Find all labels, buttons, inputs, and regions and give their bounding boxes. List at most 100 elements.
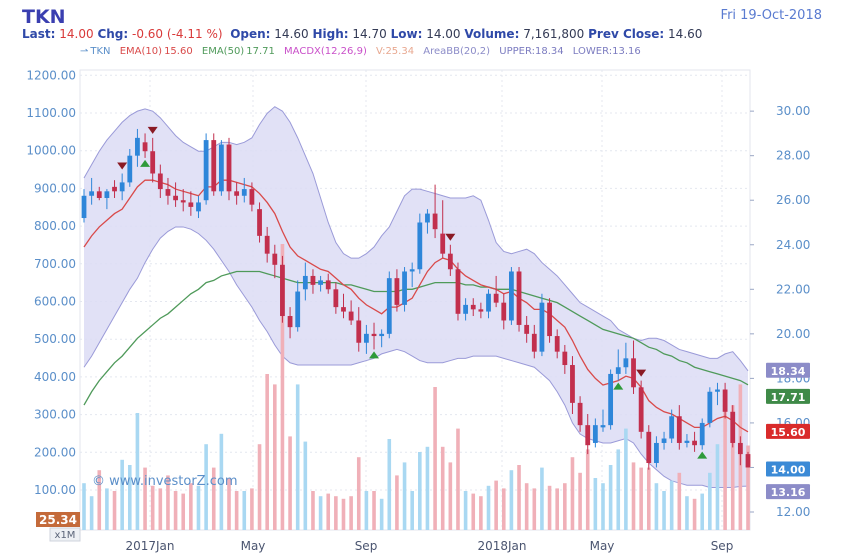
candle-body <box>241 189 247 196</box>
x-axis-label: 2018Jan <box>477 539 526 553</box>
candle <box>676 405 682 450</box>
volume-bar <box>295 384 300 530</box>
volume-bar <box>509 470 514 530</box>
candle <box>585 414 591 455</box>
volume-bar <box>82 483 86 530</box>
candle-body <box>180 200 186 203</box>
candle-body <box>524 324 530 334</box>
volume-bar <box>479 496 483 530</box>
candle-body <box>425 213 430 223</box>
volume-bar <box>570 457 575 530</box>
candle <box>272 244 278 279</box>
volume-bar <box>318 496 323 530</box>
candle-body <box>592 425 598 443</box>
candle-body <box>363 333 369 343</box>
candle-body <box>188 202 194 207</box>
candle-body <box>402 271 407 305</box>
volume-bar <box>127 465 132 530</box>
volume-bar <box>379 498 384 530</box>
candle <box>157 164 163 198</box>
candle <box>447 244 453 276</box>
candle-body <box>341 307 346 312</box>
volume-bar <box>532 488 537 530</box>
left-axis-label: 900.00 <box>34 181 76 195</box>
candle <box>707 387 713 428</box>
volume-bar <box>97 470 102 530</box>
sell-signal-icon <box>636 369 647 377</box>
candle-body <box>730 411 736 443</box>
candle-body <box>333 289 339 308</box>
volume-bar <box>257 444 262 530</box>
candle-body <box>486 293 491 312</box>
volume-bar <box>654 483 659 530</box>
volume-bar <box>402 462 407 530</box>
volume-badge-bg <box>36 512 80 527</box>
left-axis-label: 600.00 <box>34 295 76 309</box>
candle-body <box>135 137 140 156</box>
volume-bar <box>624 428 628 530</box>
candle <box>165 177 171 205</box>
candle-body <box>547 302 552 337</box>
candle <box>592 418 598 448</box>
candle <box>280 255 285 323</box>
volume-bar <box>166 475 170 530</box>
candle <box>501 293 507 330</box>
candle <box>234 182 240 205</box>
candle <box>615 349 621 381</box>
legend-ema50-label: EMA(50) <box>201 46 245 57</box>
volume-bar <box>173 491 178 530</box>
open-value: 14.60 <box>274 27 309 41</box>
right-axis-label: 28.00 <box>776 149 810 163</box>
ema10-line <box>83 179 749 433</box>
volume-bar <box>685 496 689 530</box>
candle-body <box>157 173 163 190</box>
candle <box>432 184 438 239</box>
volume-bar <box>326 493 331 530</box>
candle-body <box>394 278 400 305</box>
volume-bar <box>639 467 643 530</box>
volume-value: 7,161,800 <box>523 27 585 41</box>
buy-signal-icon <box>140 159 151 167</box>
volume-bar <box>715 444 720 530</box>
candle-body <box>455 269 461 314</box>
candle-body <box>692 440 697 446</box>
candle-body <box>737 442 743 455</box>
volume-bar <box>280 244 285 530</box>
candle <box>341 293 346 319</box>
right-axis-label: 20.00 <box>776 327 810 341</box>
candle-body <box>615 367 621 374</box>
chg-label: Chg: <box>97 27 129 41</box>
right-axis-label: 22.00 <box>776 282 810 296</box>
candle-body <box>516 271 522 325</box>
candle-body <box>715 389 720 392</box>
candle-body <box>257 209 262 236</box>
candle <box>150 137 156 183</box>
volume-bar <box>204 444 208 530</box>
candle-body <box>447 253 453 270</box>
candle <box>600 409 606 432</box>
volume-bar <box>578 472 582 530</box>
candle-body <box>623 358 629 368</box>
candle <box>631 340 636 394</box>
ema50-line <box>83 270 749 406</box>
candle <box>715 382 720 406</box>
candle <box>623 342 629 374</box>
candle-body <box>173 195 178 201</box>
candle <box>638 380 644 439</box>
candle-body <box>203 140 209 201</box>
candle-body <box>371 333 377 337</box>
candle <box>570 356 575 415</box>
right-axis-label: 12.00 <box>776 505 810 519</box>
volume-bar <box>189 483 193 530</box>
candle <box>379 329 385 348</box>
candle-body <box>89 191 95 196</box>
lower-band-badge: 13.16 <box>771 486 806 499</box>
legend-macdx: MACDX(12,26,9) <box>284 46 367 57</box>
volume-bar <box>196 485 201 530</box>
candle-body <box>325 280 331 290</box>
candle-body <box>150 151 156 174</box>
candle <box>218 140 224 196</box>
high-value: 14.70 <box>352 27 387 41</box>
left-axis-label: 1100.00 <box>26 106 76 120</box>
